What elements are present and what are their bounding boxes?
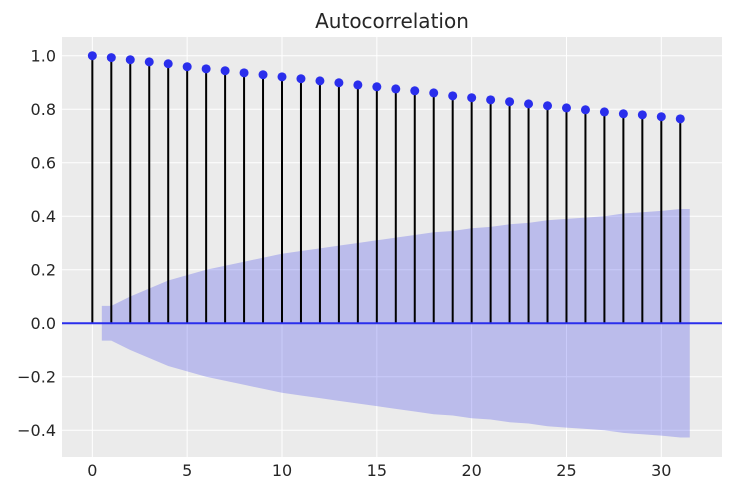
markers (87, 51, 685, 124)
marker-lag-18 (429, 88, 439, 98)
marker-lag-8 (239, 68, 249, 78)
marker-lag-7 (220, 66, 230, 76)
marker-lag-26 (580, 105, 590, 115)
y-tick-label: −0.2 (17, 368, 56, 387)
marker-lag-15 (372, 82, 382, 92)
y-tick-labels: −0.4 −0.2 0.0 0.2 0.4 0.6 0.8 1.0 (17, 47, 56, 441)
marker-lag-19 (448, 91, 458, 101)
marker-lag-23 (524, 99, 534, 109)
x-tick-label: 15 (367, 461, 387, 480)
marker-lag-3 (144, 57, 154, 67)
y-tick-label: 0.6 (31, 154, 56, 173)
marker-lag-21 (486, 95, 496, 105)
marker-lag-22 (505, 97, 515, 107)
marker-lag-31 (675, 114, 685, 124)
y-tick-label: 0.0 (31, 314, 56, 333)
marker-lag-13 (334, 78, 344, 88)
marker-lag-11 (296, 74, 306, 84)
x-tick-label: 10 (272, 461, 292, 480)
marker-lag-28 (618, 109, 628, 119)
marker-lag-9 (258, 70, 268, 80)
marker-lag-16 (391, 84, 401, 94)
x-tick-label: 25 (556, 461, 576, 480)
marker-lag-5 (182, 62, 192, 72)
y-tick-label: 1.0 (31, 47, 56, 66)
marker-lag-12 (315, 76, 325, 86)
stems (91, 55, 682, 324)
marker-lag-17 (410, 86, 420, 96)
marker-lag-6 (201, 64, 211, 74)
marker-lag-30 (656, 112, 666, 122)
x-tick-label: 5 (182, 461, 192, 480)
x-tick-label: 0 (87, 461, 97, 480)
marker-lag-10 (277, 72, 287, 82)
marker-lag-24 (543, 101, 553, 111)
marker-lag-27 (599, 107, 609, 117)
marker-lag-20 (467, 93, 477, 103)
marker-lag-29 (637, 110, 647, 120)
marker-lag-25 (561, 103, 571, 113)
marker-lag-4 (163, 59, 173, 69)
plot-background (62, 37, 722, 457)
x-tick-labels: 0 5 10 15 20 25 30 (87, 461, 671, 480)
chart-title: Autocorrelation (315, 9, 469, 33)
marker-lag-0 (87, 51, 97, 61)
y-tick-label: 0.8 (31, 100, 56, 119)
y-tick-label: −0.4 (17, 421, 56, 440)
x-tick-label: 20 (461, 461, 481, 480)
y-tick-label: 0.4 (31, 207, 56, 226)
marker-lag-2 (125, 55, 135, 65)
marker-lag-14 (353, 80, 363, 90)
x-tick-label: 30 (651, 461, 671, 480)
y-tick-label: 0.2 (31, 261, 56, 280)
marker-lag-1 (106, 53, 116, 63)
